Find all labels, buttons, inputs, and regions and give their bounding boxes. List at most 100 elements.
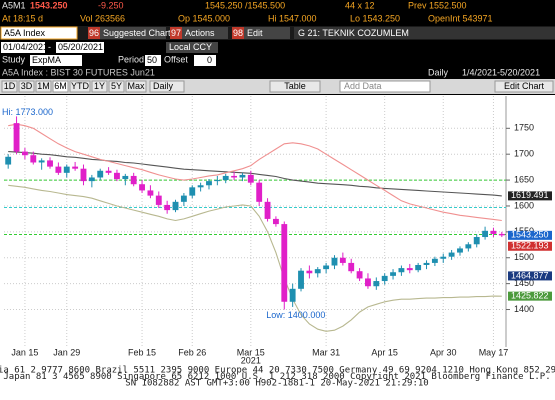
- period-option: 1M: [37, 81, 50, 91]
- candle-body: [398, 268, 405, 273]
- year-label: 2021: [241, 355, 261, 365]
- period-button[interactable]: [52, 80, 69, 93]
- price-tag-label: 1425.822: [511, 291, 549, 301]
- security-box[interactable]: [0, 26, 78, 40]
- period-box[interactable]: [145, 55, 161, 66]
- candle-body: [139, 184, 145, 191]
- candle-body: [72, 166, 79, 169]
- candle-body: [448, 252, 455, 257]
- change: -9.250: [98, 0, 124, 10]
- period-option: 6M: [54, 81, 67, 91]
- price-tag: [508, 241, 552, 251]
- security: A5A Index: [4, 28, 46, 38]
- price-tag-label: 1464.877: [511, 270, 549, 280]
- menu-label: Suggested Charts: [103, 28, 176, 38]
- period-button[interactable]: [35, 80, 52, 93]
- offset: 0: [207, 55, 212, 65]
- candle-body: [114, 172, 120, 180]
- period: 50: [147, 55, 157, 65]
- end-date: 05/20/2021: [58, 42, 103, 52]
- period-button[interactable]: [125, 80, 147, 93]
- chart-area: [0, 95, 555, 400]
- menu-button[interactable]: [232, 27, 290, 39]
- high: Hi 1547.000: [268, 13, 317, 23]
- start-date-box[interactable]: [1, 42, 45, 53]
- candle-body: [440, 256, 447, 259]
- chart-name: G 21: TEKNIK COZUMLEM: [298, 28, 409, 38]
- frequency-menu: Daily: [153, 81, 174, 91]
- price-tag: [508, 291, 552, 301]
- study-line: [8, 184, 502, 332]
- candle-body: [323, 265, 330, 270]
- table-button[interactable]: [269, 80, 321, 93]
- footer-line: Australia 61 2 9777 8600 Brazil 5511 239…: [0, 366, 555, 376]
- price-tag-label: 1522.193: [511, 241, 549, 251]
- candle-body: [5, 156, 12, 165]
- candle-body: [88, 177, 95, 182]
- start-date: 01/04/2021: [3, 42, 48, 52]
- study-box[interactable]: [30, 55, 82, 66]
- last-price: 1543.250: [30, 0, 68, 10]
- candle-body: [155, 195, 162, 205]
- x-tick-label: Mar 15: [237, 347, 265, 357]
- candle-body: [298, 270, 304, 289]
- open: Op 1545.000: [178, 13, 230, 23]
- currency-box[interactable]: [166, 42, 218, 53]
- candle-body: [381, 275, 388, 282]
- offset-box[interactable]: [194, 55, 216, 66]
- candle-body: [365, 278, 371, 287]
- volume: Vol 263566: [80, 13, 125, 23]
- frequency-menu-box[interactable]: [149, 80, 185, 93]
- edit-chart-button[interactable]: [494, 80, 554, 93]
- y-tick-label: 1500: [514, 252, 534, 262]
- candle-body: [498, 233, 505, 236]
- candle-body: [63, 166, 70, 173]
- date-range: 1/4/2021-5/20/2021: [462, 67, 540, 77]
- study-label: Study: [2, 54, 26, 64]
- description: A5A Index : BIST 30 FUTURES Jun21: [2, 67, 155, 77]
- currency: Local CCY: [169, 42, 212, 52]
- candle-body: [30, 155, 37, 163]
- candle-body: [247, 174, 254, 183]
- candle-body: [180, 195, 187, 202]
- candle-body: [214, 180, 221, 182]
- candle-body: [373, 281, 380, 287]
- candle-body: [473, 237, 480, 245]
- period-label: Period: [118, 54, 144, 64]
- frequency: Daily: [428, 67, 449, 77]
- candle-body: [289, 288, 296, 302]
- price-tag: [508, 191, 552, 201]
- price-tag-label: 1619.491: [511, 190, 549, 200]
- size: 44 x 12: [345, 0, 375, 10]
- chart-name-box: [294, 27, 555, 39]
- period-button[interactable]: [91, 80, 108, 93]
- ticker: A5M1: [2, 0, 26, 10]
- add-data-box[interactable]: [339, 80, 431, 93]
- end-date-box[interactable]: [56, 42, 104, 53]
- candle-body: [490, 230, 497, 234]
- period-button[interactable]: [108, 80, 125, 93]
- period-option: 5Y: [111, 81, 122, 91]
- y-tick-label: 1750: [514, 123, 534, 133]
- low-annotation: Low: 1400.000: [266, 310, 325, 320]
- candle-body: [13, 123, 20, 152]
- period-button[interactable]: [18, 80, 35, 93]
- price-tag-label: 1543.250: [511, 230, 549, 240]
- offset-label: Offset: [164, 54, 188, 64]
- menu-button[interactable]: [170, 27, 228, 39]
- period-button[interactable]: [1, 80, 18, 93]
- candle-body: [264, 201, 271, 219]
- time: At 18:15 d: [2, 13, 43, 23]
- period-option: YTD: [71, 81, 90, 91]
- x-tick-label: Jan 15: [11, 347, 38, 357]
- x-tick-label: Feb 15: [128, 347, 156, 357]
- low: Lo 1543.250: [350, 13, 400, 23]
- candle-body: [281, 224, 288, 302]
- add-data: Add Data: [344, 81, 382, 91]
- menu-button[interactable]: [88, 27, 166, 39]
- period-button[interactable]: [69, 80, 91, 93]
- prev: Prev 1552.500: [408, 0, 467, 10]
- candle-body: [415, 264, 422, 271]
- study-line: [8, 151, 502, 197]
